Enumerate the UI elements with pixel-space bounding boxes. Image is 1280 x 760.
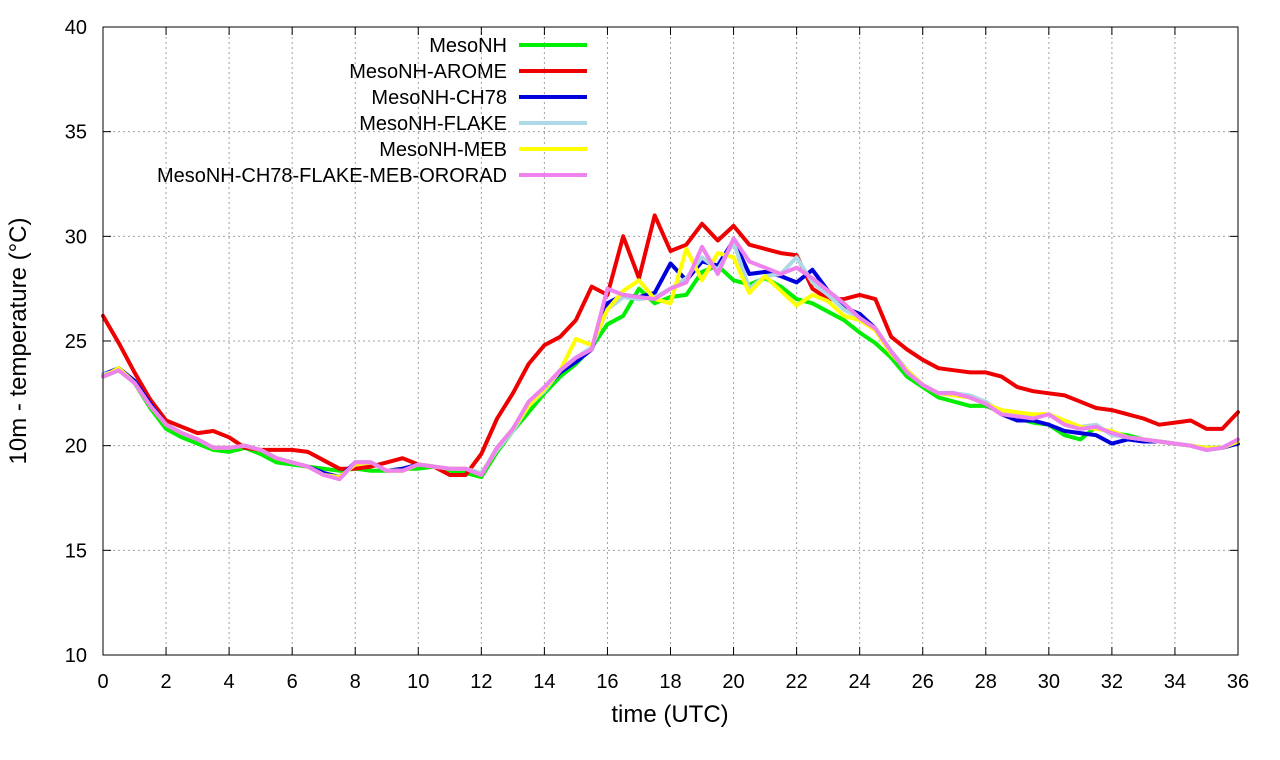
x-tick-label: 24 [849,671,871,693]
y-axis-ticks: 10 15 20 25 30 35 40 [65,17,1238,667]
legend-label: MesoNH-CH78 [371,87,507,109]
x-tick-label: 14 [533,671,555,693]
x-tick-label: 6 [287,671,298,693]
y-tick-label: 20 [65,436,87,458]
x-axis-ticks: 0 2 4 6 8 10 12 14 16 18 20 22 24 26 28 30 32 34 36 [97,27,1249,693]
series-lines [101,213,1240,482]
plot-frame [102,26,1239,656]
x-tick-label: 20 [722,671,744,693]
y-tick-label: 30 [65,226,87,248]
y-axis-title: 10m - temperature (°C) [5,218,32,465]
y-tick-label: 25 [65,331,87,353]
y-tick-label: 40 [65,17,87,39]
x-tick-label: 8 [350,671,361,693]
x-tick-label: 18 [659,671,681,693]
x-tick-label: 10 [407,671,429,693]
x-tick-label: 0 [97,671,108,693]
legend-label: MesoNH-AROME [349,61,507,83]
x-tick-label: 26 [912,671,934,693]
x-tick-label: 22 [785,671,807,693]
x-axis-title: time (UTC) [611,701,728,728]
x-tick-label: 36 [1227,671,1249,693]
x-tick-label: 34 [1164,671,1186,693]
x-tick-label: 12 [470,671,492,693]
y-tick-label: 15 [65,540,87,562]
y-tick-label: 10 [65,645,87,667]
x-tick-label: 32 [1101,671,1123,693]
y-tick-label: 35 [65,122,87,144]
legend-label: MesoNH-CH78-FLAKE-MEB-ORORAD [157,165,507,187]
series-line-6 [101,236,1240,482]
x-tick-label: 4 [224,671,235,693]
legend-label: MesoNH-MEB [379,139,507,161]
x-tick-label: 30 [1038,671,1060,693]
x-tick-label: 28 [975,671,997,693]
legend-label: MesoNH [429,35,507,57]
legend: MesoNH MesoNH-AROME MesoNH-CH78 MesoNH-FLAK… [157,35,587,187]
grid [103,27,1238,655]
x-tick-label: 2 [160,671,171,693]
x-tick-label: 16 [596,671,618,693]
legend-label: MesoNH-FLAKE [359,113,507,135]
series-line-2 [101,213,1240,477]
